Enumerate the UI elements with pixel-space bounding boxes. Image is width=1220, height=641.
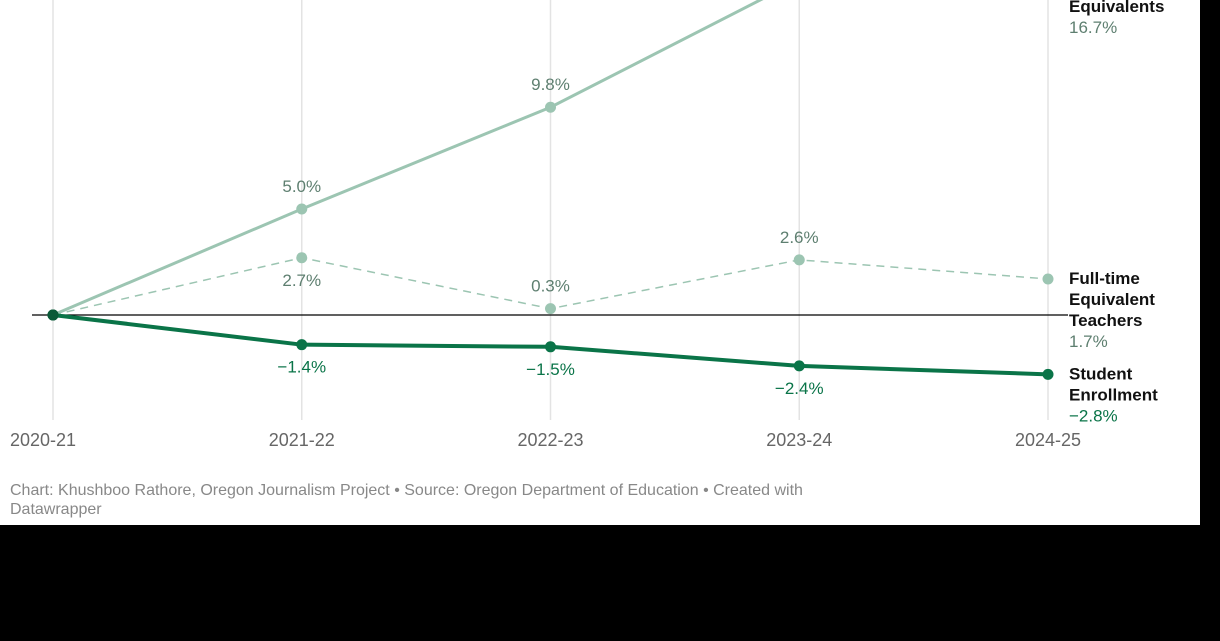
data-point	[296, 252, 308, 264]
data-label: 9.8%	[531, 75, 570, 94]
x-tick-label: 2022-23	[517, 430, 583, 450]
data-label: 0.3%	[531, 277, 570, 296]
data-label: 2.6%	[780, 228, 819, 247]
data-point	[296, 339, 308, 351]
x-tick-label: 2020-21	[10, 430, 76, 450]
series-2: −1.4% −1.5% −2.4% Student Enrollment −2.8%	[47, 309, 1158, 425]
data-point	[296, 203, 308, 215]
data-label: 5.0%	[282, 177, 321, 196]
data-label: −1.5%	[526, 360, 575, 379]
footer-credit: Chart: Khushboo Rathore, Oregon Journali…	[10, 482, 803, 499]
data-label: 2.7%	[282, 271, 321, 290]
series-end-value: −2.8%	[1069, 406, 1118, 425]
series-end-value: 16.7%	[1069, 18, 1117, 37]
series-name-label: Equivalent	[1069, 290, 1155, 309]
data-point	[545, 101, 556, 113]
series-name-label: Enrollment	[1069, 385, 1158, 404]
data-label: −2.4%	[775, 379, 824, 398]
data-label: −1.4%	[277, 358, 326, 377]
data-point	[1042, 273, 1054, 285]
data-point	[1042, 368, 1054, 380]
footer-credit-line2: Datawrapper	[10, 501, 102, 518]
chart-background	[0, 0, 1200, 525]
data-point	[47, 309, 59, 321]
data-point	[545, 341, 556, 353]
series-name-label: Teachers	[1069, 311, 1142, 330]
x-tick-label: 2024-25	[1015, 430, 1081, 450]
series-name-label: Full-time	[1069, 269, 1140, 288]
data-point	[793, 254, 805, 266]
x-tick-label: 2021-22	[269, 430, 335, 450]
series-end-value: 1.7%	[1069, 332, 1108, 351]
data-point	[793, 360, 805, 372]
x-tick-label: 2023-24	[766, 430, 832, 450]
data-point	[545, 303, 556, 315]
series-name-label: Student	[1069, 364, 1133, 383]
series-name-label: Equivalents	[1069, 0, 1164, 16]
